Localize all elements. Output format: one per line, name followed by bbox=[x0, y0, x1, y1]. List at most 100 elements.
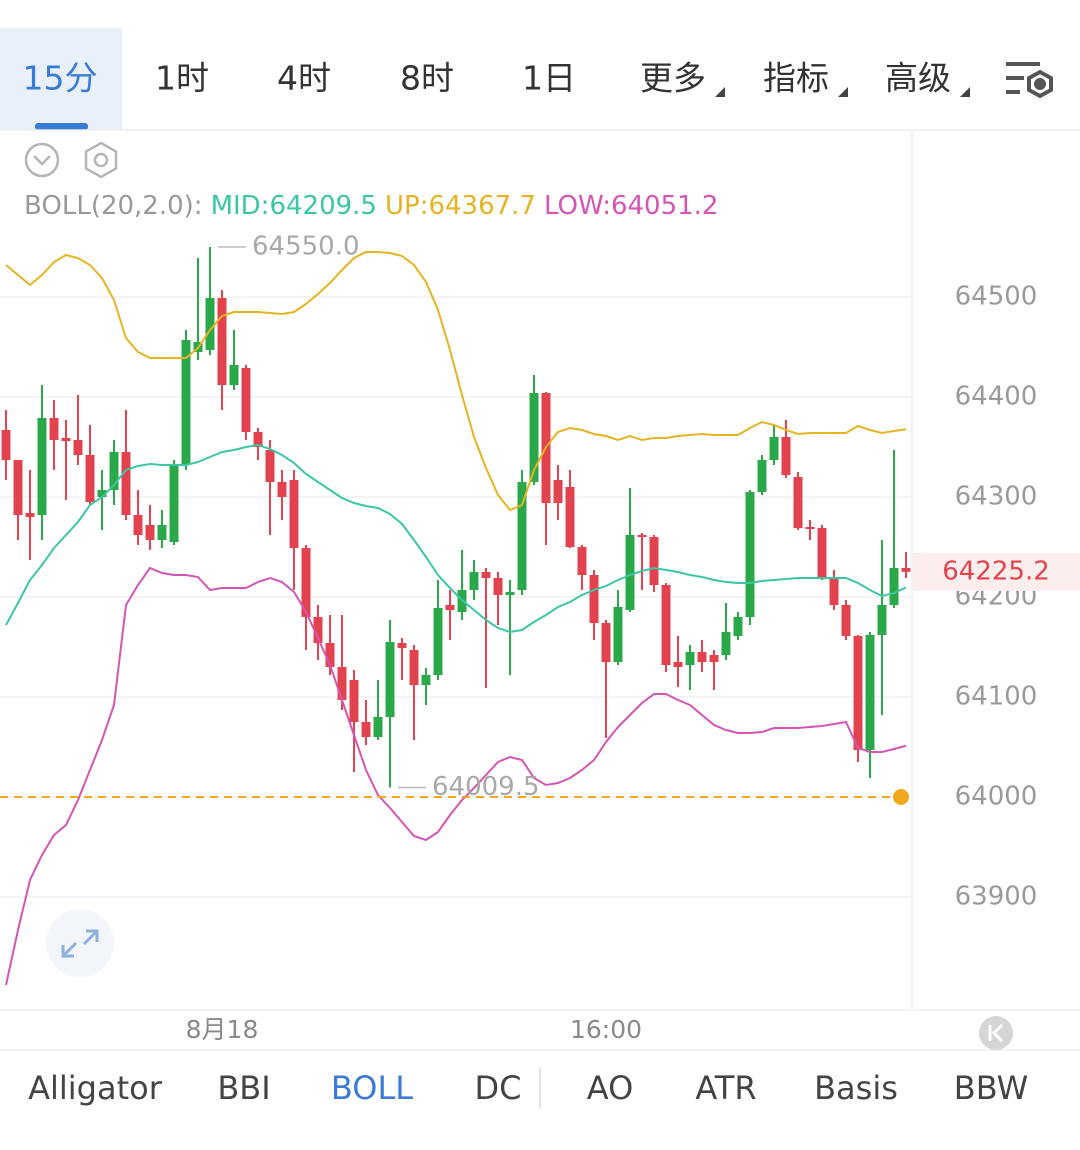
y-tick-label: 64400 bbox=[955, 382, 1038, 412]
y-tick-label: 64500 bbox=[955, 282, 1038, 312]
candle-body bbox=[685, 652, 695, 665]
timeframe-tab[interactable]: 8时 bbox=[400, 59, 454, 98]
candle-body bbox=[37, 418, 47, 515]
candle-body bbox=[301, 548, 311, 617]
candle-body bbox=[769, 437, 779, 460]
y-tick-label: 63900 bbox=[955, 882, 1038, 912]
scroll-latest-button[interactable] bbox=[979, 1016, 1013, 1050]
candle-body bbox=[169, 465, 179, 542]
candle-body bbox=[121, 452, 131, 515]
candle-body bbox=[157, 525, 167, 540]
timeframe-tab[interactable]: 15分 bbox=[23, 59, 98, 98]
timeframe-tab[interactable]: 高级 bbox=[885, 59, 951, 98]
candle-body bbox=[181, 340, 191, 465]
candle-body bbox=[385, 642, 395, 717]
candle-body bbox=[817, 528, 827, 578]
candle-body bbox=[865, 635, 875, 750]
candle-body bbox=[469, 572, 479, 590]
band-line bbox=[5, 566, 907, 986]
candle-body bbox=[721, 632, 731, 655]
candle-body bbox=[493, 578, 503, 595]
candle-body bbox=[205, 298, 215, 350]
candle-body bbox=[1, 430, 11, 460]
candle-body bbox=[877, 605, 887, 635]
candle-body bbox=[757, 460, 767, 492]
candle-body bbox=[481, 572, 491, 578]
candle-body bbox=[313, 617, 323, 643]
legend-value: 64209.5 bbox=[269, 191, 377, 221]
candle-body bbox=[901, 568, 911, 572]
active-tab-indicator bbox=[35, 123, 88, 130]
candle-body bbox=[637, 535, 647, 537]
candle-body bbox=[421, 675, 431, 685]
timeframe-tab[interactable]: 更多 bbox=[640, 59, 706, 98]
candle-body bbox=[625, 535, 635, 610]
candle-body bbox=[589, 575, 599, 623]
timeframe-tab[interactable]: 指标 bbox=[763, 59, 829, 98]
collapse-icon[interactable] bbox=[24, 142, 60, 178]
indicator-tab[interactable]: Basis bbox=[814, 1069, 898, 1107]
expand-button[interactable] bbox=[46, 909, 114, 977]
candle-body bbox=[253, 432, 263, 447]
plot: 64550.0 64009.5 64225.2 bbox=[0, 232, 1080, 986]
indicator-tab[interactable]: BBI bbox=[217, 1069, 270, 1107]
dropdown-caret bbox=[715, 87, 725, 97]
candle-body bbox=[889, 568, 899, 605]
high-label: 64550.0 bbox=[252, 232, 360, 262]
candle-body bbox=[361, 722, 371, 737]
indicator-tab[interactable]: BBW bbox=[954, 1069, 1028, 1107]
candle-body bbox=[85, 455, 95, 502]
legend-label: LOW: bbox=[544, 191, 611, 221]
candle-body bbox=[433, 608, 443, 675]
timeframe-tab[interactable]: 1日 bbox=[522, 59, 576, 98]
candle-body bbox=[73, 440, 83, 455]
indicator-tab[interactable]: Alligator bbox=[28, 1069, 163, 1107]
candle-body bbox=[505, 592, 515, 595]
timeframe-tab[interactable]: 4时 bbox=[277, 59, 331, 98]
candle-body bbox=[661, 585, 671, 665]
candle-body bbox=[13, 460, 23, 515]
dropdown-caret bbox=[960, 87, 970, 97]
candle-body bbox=[553, 480, 563, 503]
candle-body bbox=[673, 662, 683, 667]
y-tick-label: 64300 bbox=[955, 482, 1038, 512]
last-price-label: 64225.2 bbox=[942, 556, 1050, 586]
candle-body bbox=[805, 527, 815, 529]
candle-body bbox=[517, 482, 527, 590]
active-tab-bg bbox=[0, 28, 122, 130]
indicator-tab[interactable]: AO bbox=[587, 1069, 634, 1107]
legend-value: 64051.2 bbox=[611, 191, 719, 221]
indicator-tab[interactable]: BOLL bbox=[331, 1069, 413, 1107]
indicator-tab[interactable]: DC bbox=[475, 1069, 522, 1107]
candle-body bbox=[565, 487, 575, 547]
candle-body bbox=[217, 298, 227, 385]
candle-body bbox=[133, 515, 143, 535]
x-tick-label: 8月18 bbox=[186, 1015, 259, 1044]
indicator-settings-icon[interactable] bbox=[84, 141, 118, 179]
candle-body bbox=[229, 365, 239, 385]
candle-body bbox=[853, 636, 863, 750]
settings-icon[interactable] bbox=[1006, 62, 1053, 99]
candle-body bbox=[49, 418, 59, 440]
candle-body bbox=[109, 452, 119, 490]
legend-label: MID: bbox=[211, 191, 270, 221]
candle-body bbox=[265, 450, 275, 482]
y-tick-label: 64000 bbox=[955, 782, 1038, 812]
candle-body bbox=[409, 650, 419, 685]
candle-body bbox=[373, 717, 383, 737]
candle-body bbox=[61, 438, 71, 441]
candle-body bbox=[613, 607, 623, 662]
last-price-tag bbox=[913, 552, 1080, 591]
indicator-tab[interactable]: ATR bbox=[695, 1069, 756, 1107]
candle-body bbox=[325, 643, 335, 667]
candle-body bbox=[25, 513, 35, 517]
band-line bbox=[5, 251, 907, 512]
candle-body bbox=[745, 492, 755, 617]
dropdown-caret bbox=[838, 87, 848, 97]
candle-body bbox=[781, 437, 791, 475]
x-tick-label: 16:00 bbox=[570, 1015, 642, 1044]
timeframe-tab[interactable]: 1时 bbox=[155, 59, 209, 98]
candle-body bbox=[241, 368, 251, 432]
